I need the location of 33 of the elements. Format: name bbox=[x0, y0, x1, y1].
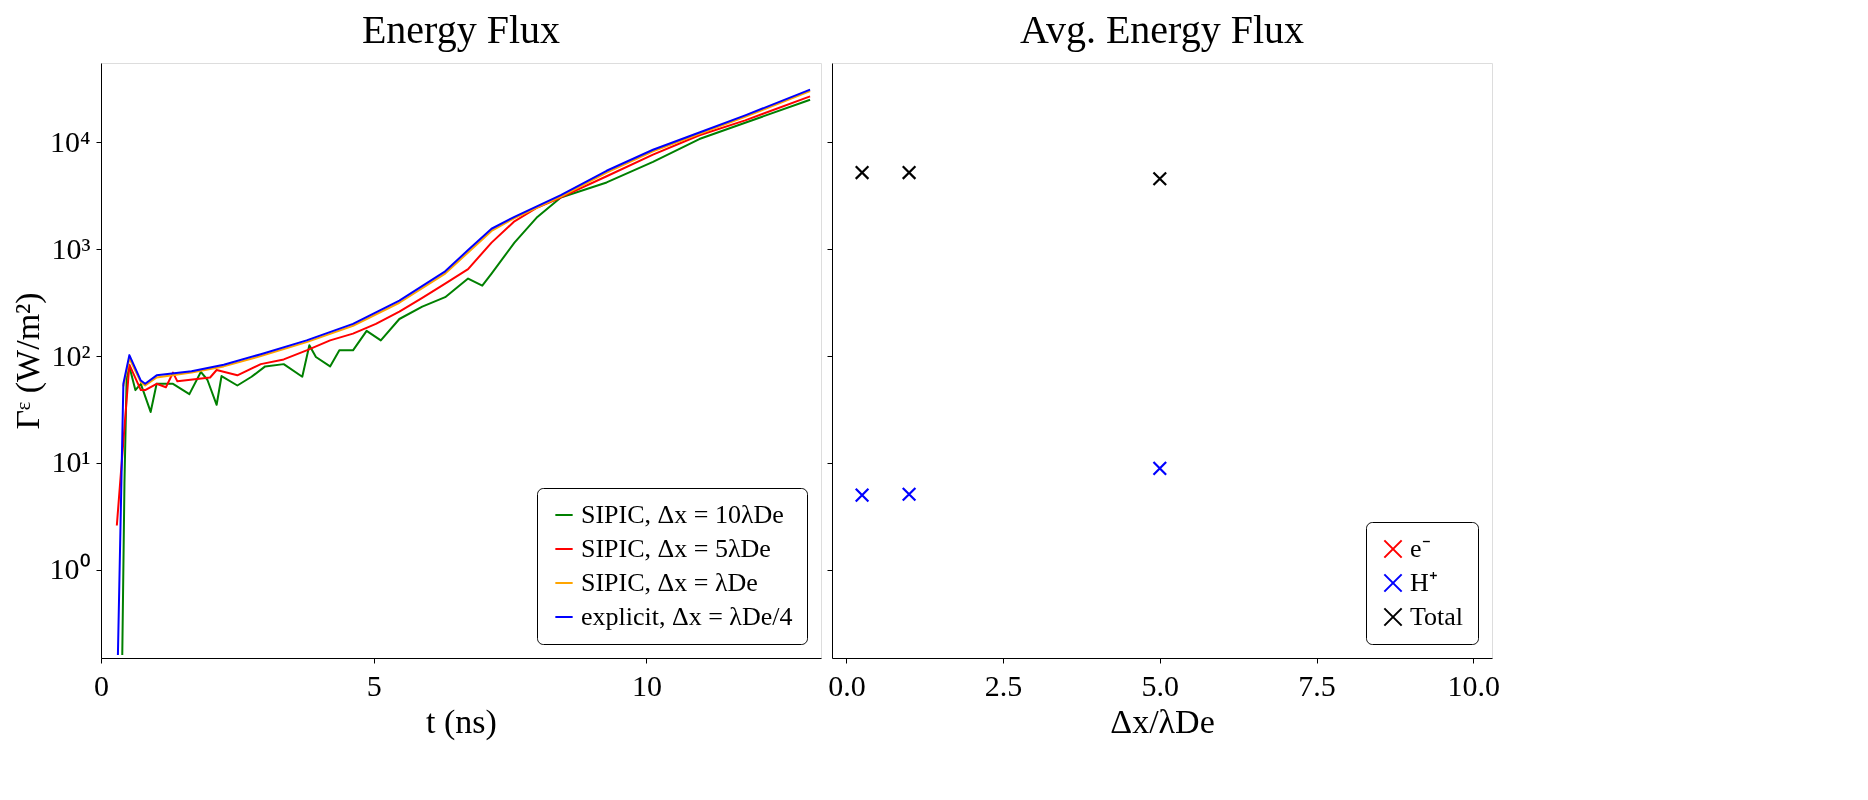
x-tick-label: 10.0 bbox=[1447, 668, 1500, 702]
legend-label: SIPIC, Δx = λDe bbox=[581, 568, 758, 597]
legend-label: SIPIC, Δx = 5λDe bbox=[581, 534, 771, 563]
x-tick-label: 0 bbox=[94, 668, 109, 702]
legend-label: SIPIC, Δx = 10λDe bbox=[581, 500, 784, 529]
point bbox=[901, 486, 917, 502]
y-tick-label: 10³ bbox=[51, 231, 91, 265]
x-tick-label: 7.5 bbox=[1298, 668, 1336, 702]
legend-label: e⁻ bbox=[1410, 534, 1431, 563]
point bbox=[854, 165, 870, 180]
x-tick-label: 2.5 bbox=[984, 668, 1023, 702]
x-tick-label: 5.0 bbox=[1141, 668, 1180, 702]
y-tick-label: 10¹ bbox=[51, 445, 91, 479]
legend-label: Total bbox=[1410, 602, 1464, 631]
chart-title: Energy Flux bbox=[361, 7, 561, 52]
legend-label: H⁺ bbox=[1410, 568, 1438, 597]
point bbox=[901, 165, 917, 180]
y-tick-label: 10⁴ bbox=[50, 124, 91, 158]
line-series bbox=[122, 90, 812, 388]
point bbox=[1152, 171, 1168, 187]
x-axis-title: Δx/λDe bbox=[1110, 702, 1215, 740]
y-tick-label: 10⁰ bbox=[49, 552, 91, 586]
x-tick-label: 5 bbox=[366, 668, 382, 702]
y-tick-label: 10² bbox=[51, 338, 91, 372]
chart-title: Avg. Energy Flux bbox=[1019, 7, 1305, 52]
x-tick-label: 10 bbox=[631, 668, 662, 702]
legend-label: explicit, Δx = λDe/4 bbox=[581, 602, 793, 631]
x-axis-title: t (ns) bbox=[426, 702, 497, 741]
line-series bbox=[115, 95, 812, 527]
y-axis-title: Γᵋ (W/m²) bbox=[8, 292, 47, 430]
point bbox=[1152, 460, 1168, 476]
point bbox=[854, 487, 870, 503]
x-tick-label: 0.0 bbox=[828, 668, 866, 702]
